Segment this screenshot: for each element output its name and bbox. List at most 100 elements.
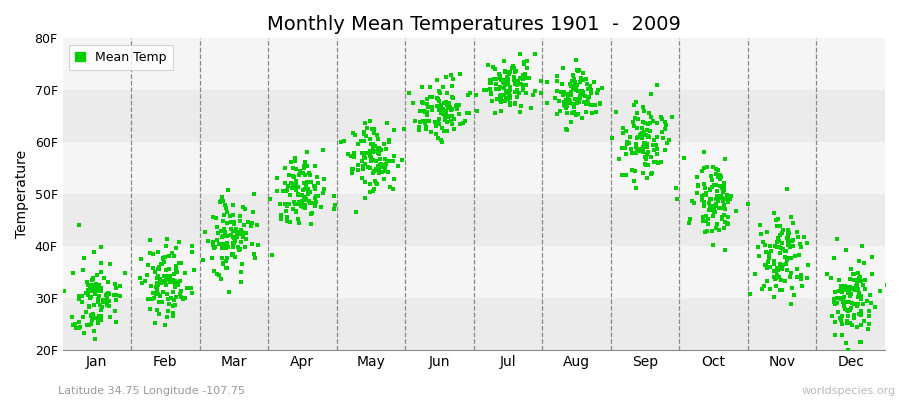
Point xyxy=(86,328,101,334)
Point xyxy=(218,229,232,235)
Point xyxy=(168,279,183,286)
Point xyxy=(499,69,513,76)
Point xyxy=(764,248,778,254)
Point xyxy=(165,277,179,284)
Point xyxy=(837,283,851,289)
Point xyxy=(707,182,722,188)
Point xyxy=(297,162,311,169)
Point xyxy=(134,256,148,262)
Point xyxy=(833,315,848,321)
Point xyxy=(850,282,864,288)
Point xyxy=(550,73,564,79)
Point xyxy=(721,214,735,220)
Point xyxy=(212,240,226,247)
Point xyxy=(184,289,199,296)
Point xyxy=(649,142,663,148)
Bar xyxy=(62,142,885,194)
Point xyxy=(484,80,499,86)
Point xyxy=(440,128,454,134)
Point xyxy=(753,222,768,228)
Point xyxy=(519,65,534,71)
Point xyxy=(443,105,457,112)
Point xyxy=(630,110,644,116)
Point xyxy=(439,102,454,108)
Point xyxy=(245,240,259,247)
Point xyxy=(850,301,865,307)
Point xyxy=(508,69,522,75)
Point xyxy=(462,110,476,116)
Point xyxy=(156,256,170,262)
Point xyxy=(80,279,94,285)
Point xyxy=(368,143,382,150)
Point xyxy=(299,182,313,188)
Point xyxy=(434,110,448,116)
Point xyxy=(513,109,527,115)
Point xyxy=(308,203,322,209)
Point xyxy=(168,245,183,251)
Point xyxy=(68,325,83,332)
Point xyxy=(547,94,562,101)
Point xyxy=(501,88,516,94)
Point xyxy=(433,90,447,96)
Point xyxy=(186,267,201,273)
Point xyxy=(298,172,312,178)
Point xyxy=(434,137,448,143)
Point xyxy=(356,166,370,173)
Point xyxy=(637,154,652,160)
Point xyxy=(834,321,849,328)
Point xyxy=(449,102,464,109)
Point xyxy=(655,115,670,122)
Point xyxy=(571,96,585,103)
Point xyxy=(860,298,875,304)
Point xyxy=(291,190,305,197)
Point xyxy=(775,266,789,272)
Point xyxy=(140,296,155,302)
Point xyxy=(420,100,435,107)
Point xyxy=(847,271,861,277)
Point xyxy=(92,313,106,319)
Point xyxy=(494,96,508,102)
Point xyxy=(433,106,447,112)
Point xyxy=(844,291,859,297)
Point xyxy=(830,295,844,302)
Point xyxy=(715,174,729,181)
Point xyxy=(284,180,298,186)
Point xyxy=(364,126,379,132)
Point xyxy=(158,254,172,260)
Point xyxy=(149,286,164,292)
Point xyxy=(142,296,157,302)
Point xyxy=(166,297,181,304)
Point xyxy=(850,286,865,292)
Point xyxy=(880,282,895,288)
Point xyxy=(444,107,458,113)
Point xyxy=(433,107,447,114)
Point xyxy=(152,311,166,317)
Point xyxy=(700,228,715,234)
Point xyxy=(377,168,392,174)
Point xyxy=(307,200,321,206)
Point xyxy=(369,181,383,187)
Point xyxy=(419,118,434,124)
Point xyxy=(767,260,781,266)
Point xyxy=(228,221,242,227)
Point xyxy=(564,118,579,125)
Point xyxy=(497,58,511,64)
Point xyxy=(453,121,467,128)
Point xyxy=(397,126,411,132)
Point xyxy=(590,90,604,96)
Point xyxy=(78,309,93,315)
Point xyxy=(118,270,132,276)
Point xyxy=(269,175,284,181)
Point xyxy=(507,77,521,83)
Point xyxy=(556,92,571,99)
Point xyxy=(832,277,847,283)
Point xyxy=(270,188,284,194)
Point xyxy=(512,89,526,96)
Point xyxy=(310,192,325,199)
Point xyxy=(519,75,534,81)
Point xyxy=(497,79,511,86)
Point xyxy=(771,267,786,273)
Point xyxy=(366,148,381,154)
Point xyxy=(634,135,649,141)
Point xyxy=(608,108,623,115)
